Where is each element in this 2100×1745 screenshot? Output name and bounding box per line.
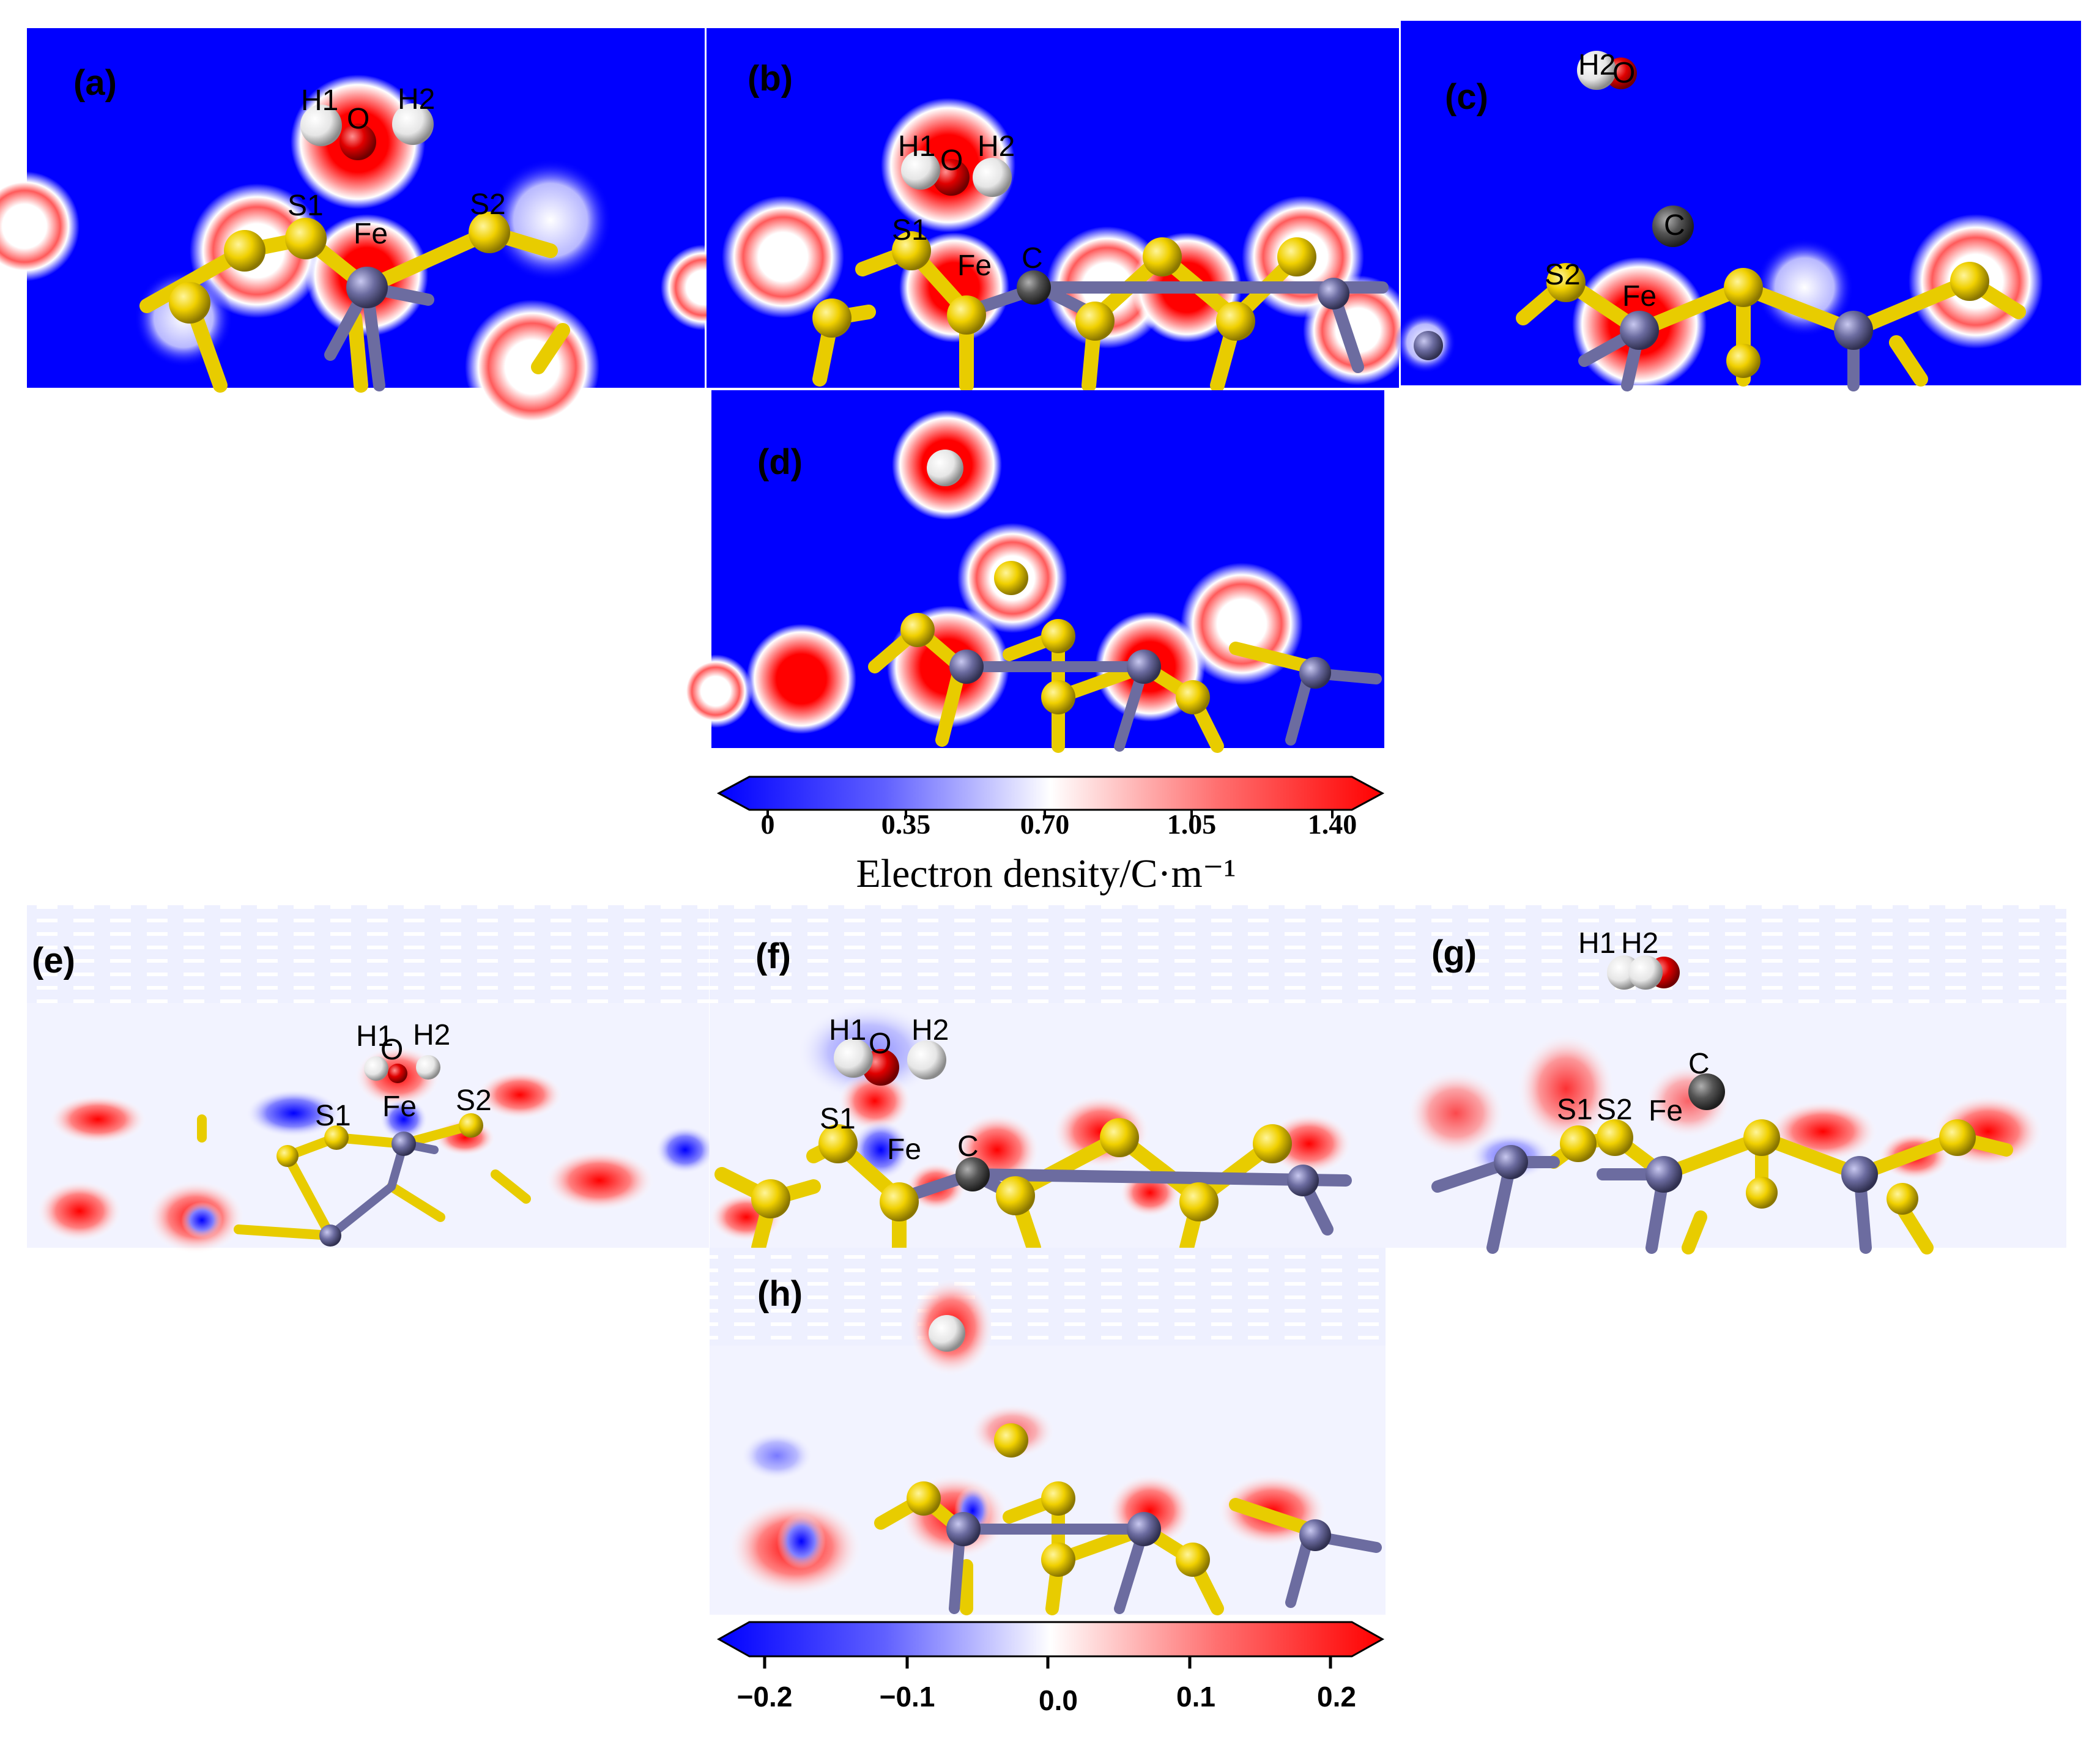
- atom-label-c: C: [957, 1130, 979, 1163]
- panel-f: (f) H1 O H2 S1 Fe C: [710, 905, 1387, 1255]
- panel-label: (h): [757, 1274, 803, 1314]
- atom-label-h1: H1: [898, 130, 935, 163]
- panel-h: (h): [710, 1248, 1386, 1615]
- atom-label-h1: H1: [829, 1014, 866, 1047]
- panel-e: (e) H1 O H2 S1 Fe S2: [27, 905, 716, 1254]
- atom-label-s2: S2: [1545, 259, 1581, 291]
- panel-label: (g): [1431, 933, 1477, 973]
- colorbar-tick: 1.05: [1167, 809, 1217, 840]
- panel-label: (d): [757, 442, 803, 482]
- panel-label: (b): [748, 59, 793, 98]
- panel-d: (d): [679, 390, 1384, 753]
- atom-label-h1: H1: [1578, 927, 1616, 960]
- atom-label-c: C: [1688, 1048, 1710, 1080]
- colorbar-tick: 0.35: [881, 809, 931, 840]
- colorbar-tick: 0.2: [1317, 1681, 1356, 1713]
- atom-label-s1: S1: [820, 1103, 856, 1135]
- panel-label: (c): [1445, 77, 1488, 117]
- panel-a: (a) H1 O H2 S1 Fe S2: [0, 28, 746, 434]
- panel-g: (g) H1 H2 C S1 S2 Fe: [1387, 905, 2066, 1254]
- atom-label-c: C: [1022, 242, 1043, 275]
- atom-label-c: C: [1664, 209, 1685, 242]
- atom-label-fe: Fe: [1649, 1095, 1683, 1127]
- atom-label-h2: H2: [1578, 49, 1616, 81]
- colorbar-title: Electron density/C·m⁻¹: [856, 851, 1236, 896]
- atom-label-h2: H2: [978, 130, 1015, 163]
- panel-label: (f): [755, 936, 791, 976]
- atom-label-s2: S2: [470, 188, 506, 221]
- panel-label: (a): [73, 63, 117, 103]
- colorbar-tick: 0.0: [1039, 1684, 1078, 1716]
- colorbar-tick: −0.2: [737, 1681, 793, 1713]
- difference-colorbar: −0.2 −0.1 0.0 0.1 0.2: [716, 1621, 1385, 1716]
- colorbar-tick: −0.1: [880, 1681, 935, 1713]
- atom-label-fe: Fe: [382, 1091, 417, 1123]
- atom-label-h2: H2: [1621, 927, 1658, 960]
- atom-label-s1: S1: [288, 190, 324, 222]
- panel-label: (e): [32, 941, 75, 980]
- atom-label-o: O: [380, 1034, 403, 1066]
- atom-label-h1: H1: [301, 84, 338, 117]
- atom-label-h2: H2: [413, 1019, 450, 1051]
- atom-label-fe: Fe: [887, 1133, 921, 1166]
- panel-b: (b) H1 O H2 S1 Fe C: [707, 28, 1413, 393]
- panel-c: (c) H2 O C S2 Fe: [1395, 21, 2081, 391]
- colorbar-tick: 0: [761, 809, 775, 840]
- colorbar-tick: 0.1: [1176, 1681, 1215, 1713]
- atom-label-s1: S1: [315, 1100, 351, 1132]
- atom-label-fe: Fe: [1622, 280, 1657, 313]
- atom-label-s2: S2: [1597, 1094, 1633, 1126]
- colorbar-tick: 1.40: [1308, 809, 1357, 840]
- atom-label-s2: S2: [456, 1084, 492, 1117]
- atom-label-fe: Fe: [354, 218, 388, 250]
- atom-label-o: O: [940, 144, 963, 177]
- atom-label-h2: H2: [911, 1014, 949, 1047]
- atom-label-h2: H2: [398, 83, 435, 116]
- atom-label-fe: Fe: [957, 250, 992, 282]
- atom-label-o: O: [347, 103, 369, 135]
- atom-label-s1: S1: [1557, 1094, 1593, 1126]
- atom-label-o: O: [1612, 57, 1635, 89]
- atom-label-o: O: [869, 1028, 891, 1060]
- density-colorbar: 0 0.35 0.70 1.05 1.40 Electron density/C…: [716, 776, 1385, 896]
- atom-label-h1: H1: [356, 1020, 393, 1053]
- atom-label-s1: S1: [892, 214, 928, 246]
- colorbar-tick: 0.70: [1020, 809, 1070, 840]
